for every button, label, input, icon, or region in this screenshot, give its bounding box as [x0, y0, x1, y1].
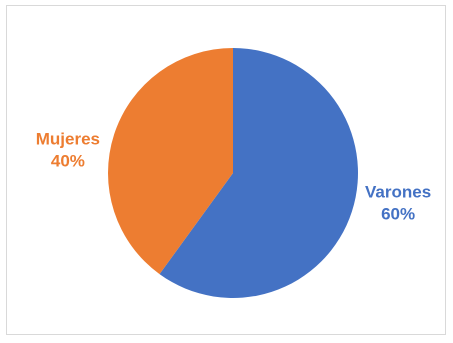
- slice-label-varones-percent: 60%: [381, 204, 415, 223]
- slice-label-mujeres-percent: 40%: [51, 152, 85, 171]
- slice-label-mujeres-name: Mujeres: [36, 130, 100, 149]
- pie-slice-mujeres: [107, 48, 233, 275]
- slice-label-varones-name: Varones: [365, 182, 431, 201]
- pie-slice-varones: [159, 48, 358, 298]
